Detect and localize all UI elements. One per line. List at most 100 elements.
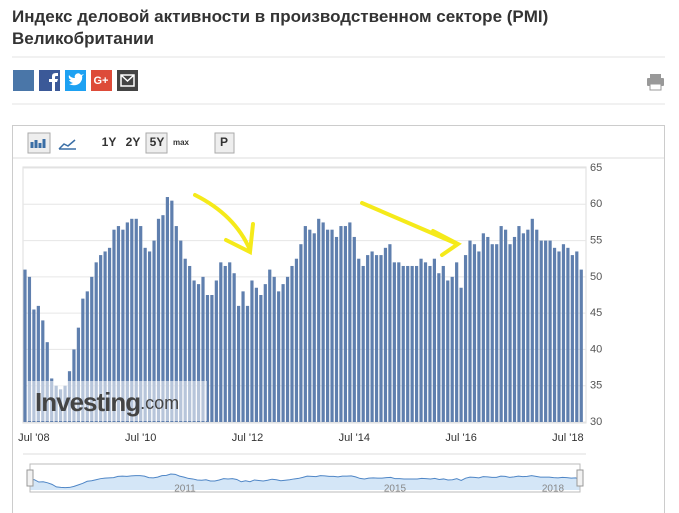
range-selected: [145, 132, 168, 154]
bar: [406, 265, 410, 422]
navigator-handle[interactable]: [576, 469, 584, 487]
watermark-domain: .com: [140, 393, 179, 413]
bar: [245, 305, 250, 422]
bar: [41, 320, 45, 422]
bar: [174, 226, 178, 422]
bar: [116, 226, 121, 422]
y-tick-label: 50: [590, 271, 602, 283]
bar: [575, 251, 579, 422]
bar: [472, 244, 477, 422]
bar: [468, 240, 472, 422]
bar: [512, 236, 517, 422]
bar: [490, 244, 494, 422]
bar: [530, 218, 534, 422]
bar: [321, 222, 325, 422]
bar: [477, 251, 481, 422]
bar: [326, 229, 330, 422]
annotation-arrows: [193, 193, 462, 257]
bar: [566, 247, 570, 422]
bar: [94, 262, 98, 422]
bar: [36, 305, 40, 422]
navigator-handle[interactable]: [26, 469, 34, 487]
bar: [486, 236, 490, 422]
bar: [521, 233, 525, 422]
bar: [170, 200, 174, 422]
bar: [419, 258, 423, 422]
bar: [432, 258, 436, 422]
bar: [446, 280, 450, 422]
bar: [410, 265, 414, 422]
bar: [277, 291, 281, 422]
bar: [32, 309, 36, 422]
bar: [428, 265, 432, 422]
bar: [223, 265, 227, 422]
bar: [455, 262, 459, 422]
bar: [308, 229, 312, 422]
bar: [557, 251, 561, 422]
range-button[interactable]: 2Y: [126, 135, 141, 149]
bar: [370, 251, 374, 422]
print-button[interactable]: [647, 74, 664, 91]
range-button[interactable]: 5Y: [150, 135, 165, 149]
line-mode-button[interactable]: [58, 139, 76, 150]
x-tick-label: Jul '10: [125, 432, 156, 444]
bar: [85, 291, 89, 422]
bar: [343, 226, 347, 422]
bar: [272, 276, 276, 422]
bar: [290, 265, 294, 422]
bar: [183, 258, 187, 422]
bar: [339, 226, 343, 422]
bar: [179, 240, 183, 422]
range-button[interactable]: P: [220, 135, 228, 149]
p-button-frame: [214, 132, 235, 154]
y-tick-label: 55: [590, 234, 602, 246]
bar: [219, 262, 223, 422]
bar: [281, 284, 285, 422]
bar: [228, 262, 232, 422]
bar: [143, 247, 147, 422]
range-button[interactable]: 1Y: [102, 135, 117, 149]
bar: [165, 197, 169, 422]
bar: [76, 327, 80, 422]
vk-button[interactable]: [13, 70, 34, 91]
bar: [397, 262, 401, 422]
bar: [579, 269, 583, 422]
bar: [423, 262, 428, 422]
bar: [361, 265, 365, 422]
bar: [196, 284, 201, 422]
bar: [357, 258, 361, 422]
bar: [495, 244, 499, 422]
bar: [379, 255, 383, 422]
mail-icon: [120, 74, 135, 87]
bar: [210, 295, 214, 422]
bar: [294, 258, 299, 422]
x-tick-label: Jul '12: [232, 432, 263, 444]
bar: [312, 233, 316, 422]
bar: [437, 273, 441, 422]
range-button[interactable]: max: [173, 138, 190, 147]
bar: [139, 226, 143, 422]
page-title: Индекс деловой активности в производстве…: [12, 7, 549, 48]
watermark: Investing.com: [35, 387, 179, 417]
bar: [121, 229, 125, 422]
bar: [499, 226, 503, 422]
bar: [463, 255, 468, 422]
bar: [459, 287, 463, 422]
bar: [517, 226, 521, 422]
bar: [232, 273, 236, 422]
x-tick-label: Jul '08: [18, 432, 49, 444]
bar: [561, 244, 566, 422]
bar: [285, 276, 290, 422]
gplus-button[interactable]: [91, 70, 112, 91]
bar: [241, 291, 245, 422]
bar: [539, 240, 543, 422]
navigator-label: 2015: [384, 484, 407, 495]
bar: [250, 280, 254, 422]
bar: [148, 251, 152, 422]
bar: [112, 229, 116, 422]
bar: [481, 233, 485, 422]
watermark-backdrop: [27, 381, 207, 421]
bar: [237, 305, 241, 422]
bar: [107, 247, 112, 422]
